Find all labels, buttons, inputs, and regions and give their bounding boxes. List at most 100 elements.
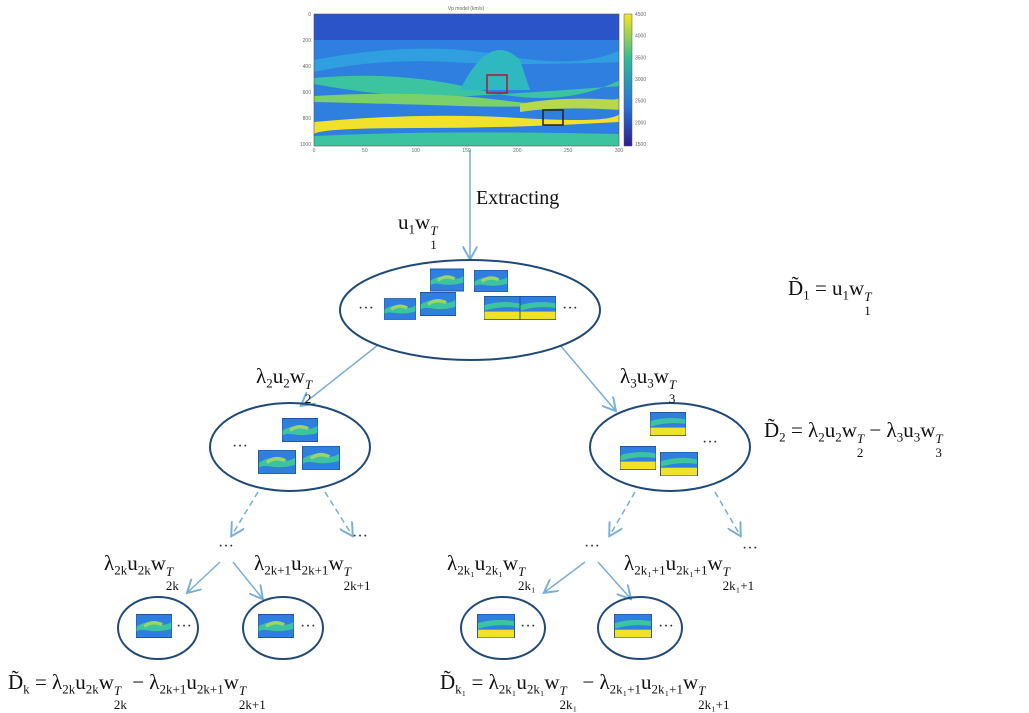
x-tick-label: 100: [411, 148, 420, 154]
subscript: 1: [430, 238, 437, 252]
colorbar-tick-label: 1500: [635, 142, 646, 148]
subscript: 2k₁: [457, 563, 475, 578]
formula-symbol: =: [786, 418, 808, 442]
colorbar-tick-label: 4500: [635, 12, 646, 18]
subscript: 2k+1: [239, 698, 266, 712]
sub-sup: T2k₁+1: [723, 565, 754, 592]
superscript: T: [864, 290, 871, 304]
formula: λ2k+1u2k+1wT2k+1: [254, 553, 370, 592]
subscript: 2k+1: [344, 579, 371, 593]
formula-symbol: λ: [887, 418, 897, 442]
formula-symbol: λ: [489, 670, 499, 694]
ellipsis: ···: [300, 618, 316, 636]
formula-symbol: λ: [624, 551, 634, 575]
y-tick-label: 400: [303, 64, 312, 70]
colorbar-tick-label: 2500: [635, 99, 646, 105]
formula-symbol: D̃: [764, 418, 779, 442]
colorbar-tick-label: 4000: [635, 34, 646, 40]
ellipsis: ···: [352, 528, 368, 546]
subscript: 2k₁: [518, 579, 536, 593]
formula-symbol: λ: [808, 418, 818, 442]
subscript: 2k: [166, 579, 179, 593]
patch-thumbnails: [136, 269, 697, 638]
superscript: T: [114, 684, 127, 698]
y-tick-label: 800: [303, 116, 312, 122]
subscript: 2k+1: [302, 563, 329, 578]
subscript: 2k₁+1: [634, 563, 665, 578]
subscript: 2k: [62, 682, 75, 697]
superscript: T: [344, 565, 371, 579]
formula-symbol: λ: [256, 364, 266, 388]
formula-symbol: =: [466, 670, 488, 694]
subscript: 3: [669, 392, 676, 406]
formula-symbol: w: [415, 210, 430, 234]
formula-symbol: −: [864, 418, 886, 442]
formula-symbol: w: [151, 551, 166, 575]
formula: D̃1 = u1wT1: [788, 278, 871, 317]
ellipsis: ···: [742, 540, 758, 558]
superscript: T: [698, 684, 729, 698]
subscript: 2: [857, 446, 864, 460]
ellipsis: ···: [702, 434, 718, 452]
ellipsis: ···: [232, 438, 248, 456]
subscript: 2k+1: [264, 563, 291, 578]
subscript: 2k₁+1: [652, 682, 683, 697]
formula-symbol: w: [683, 670, 698, 694]
formula-symbol: λ: [447, 551, 457, 575]
formula-symbol: u: [273, 364, 284, 388]
subscript: 2k+1: [159, 682, 186, 697]
formula-symbol: −: [127, 670, 149, 694]
formula-symbol: w: [654, 364, 669, 388]
x-tick-label: 50: [362, 148, 368, 154]
formula-symbol: u: [186, 670, 197, 694]
subscript: 2k₁: [485, 563, 503, 578]
subscript: 2k+1: [197, 682, 224, 697]
sub-sup: T2k: [114, 684, 127, 711]
velocity-model-image: [314, 14, 632, 146]
subscript: 2k: [86, 682, 99, 697]
formula-symbol: w: [544, 670, 559, 694]
superscript: T: [305, 378, 312, 392]
superscript: T: [560, 684, 578, 698]
formula-symbol: u: [666, 551, 677, 575]
x-tick-label: 300: [615, 148, 624, 154]
formula-symbol: λ: [104, 551, 114, 575]
subscript: 2k₁: [527, 682, 545, 697]
y-tick-label: 0: [308, 12, 311, 18]
formula-symbol: u: [127, 551, 138, 575]
subscript: 2k₁+1: [723, 579, 754, 593]
formula-symbol: w: [99, 670, 114, 694]
subscript: 1: [864, 304, 871, 318]
formula-symbol: u: [825, 418, 836, 442]
formula-symbol: w: [842, 418, 857, 442]
subscript: 2k: [114, 698, 127, 712]
formula-symbol: =: [810, 276, 832, 300]
subscript: 2k₁+1: [676, 563, 707, 578]
formula-symbol: w: [849, 276, 864, 300]
colorbar-tick-label: 2000: [635, 120, 646, 126]
formula-symbol: −: [577, 670, 599, 694]
ellipsis: ···: [584, 538, 600, 556]
formula-symbol: λ: [254, 551, 264, 575]
formula-symbol: u: [516, 670, 527, 694]
ellipsis: ···: [218, 538, 234, 556]
formula-symbol: w: [224, 670, 239, 694]
ellipsis: ···: [520, 618, 536, 636]
formula-symbol: λ: [599, 670, 609, 694]
formula-symbol: D̃: [8, 670, 23, 694]
colorbar-tick-label: 3000: [635, 77, 646, 83]
formula-symbol: w: [503, 551, 518, 575]
formula-symbol: u: [475, 551, 486, 575]
subscript: 3: [935, 446, 942, 460]
sub-sup: T1: [430, 224, 437, 251]
formula-symbol: =: [30, 670, 52, 694]
superscript: T: [166, 565, 179, 579]
